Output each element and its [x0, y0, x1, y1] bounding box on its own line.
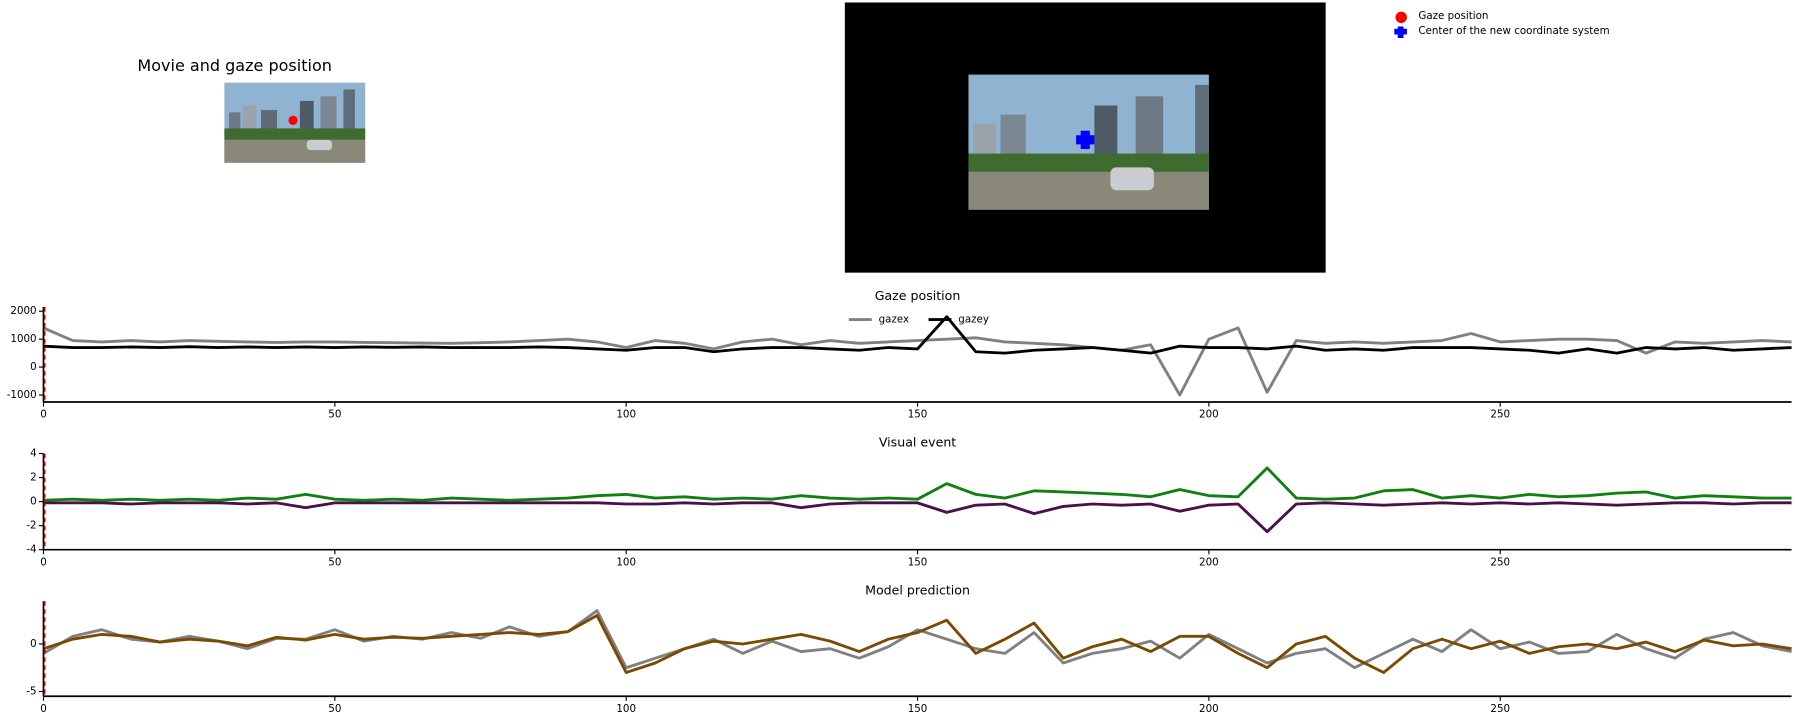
y-tick-label: 2 [30, 472, 37, 484]
y-tick-label: 0 [30, 638, 37, 650]
x-tick-label: 200 [1199, 703, 1219, 715]
series-line [43, 614, 1792, 674]
legend-label: gazey [958, 314, 989, 326]
x-tick-label: 150 [908, 409, 928, 421]
chart-title: Visual event [879, 435, 956, 450]
x-tick-label: 250 [1490, 409, 1510, 421]
legend-marker [1395, 11, 1407, 24]
y-tick-label: -2 [26, 520, 36, 532]
x-tick-label: 0 [40, 409, 47, 421]
x-tick-label: 100 [616, 556, 636, 568]
x-tick-label: 0 [40, 703, 47, 715]
x-tick-label: 50 [328, 703, 341, 715]
x-tick-label: 250 [1490, 703, 1510, 715]
series-line [43, 501, 1792, 534]
y-tick-label: 0 [30, 361, 37, 373]
y-tick-label: 2000 [10, 305, 36, 317]
x-tick-label: 50 [328, 409, 341, 421]
x-tick-label: 0 [40, 556, 47, 568]
chart-title: Gaze position [875, 288, 961, 303]
x-tick-label: 200 [1199, 409, 1219, 421]
x-tick-label: 50 [328, 556, 341, 568]
y-tick-label: -1000 [7, 389, 37, 401]
movie-thumbnail [224, 82, 366, 163]
movie-title: Movie and gaze position [137, 56, 331, 75]
movie-frame [844, 2, 1326, 273]
x-tick-label: 200 [1199, 556, 1219, 568]
legend-label: gazex [879, 314, 910, 326]
series-line [42, 609, 1792, 670]
legend-label: Gaze position [1418, 10, 1488, 22]
chart-title: Model prediction [865, 582, 970, 597]
y-tick-label: 1000 [10, 333, 36, 345]
series-line [43, 466, 1792, 502]
frame-legend: Gaze position Center of the new coordina… [1394, 10, 1610, 38]
y-tick-label: 4 [30, 448, 37, 460]
legend-label: Center of the new coordinate system [1418, 25, 1609, 37]
x-tick-label: 150 [908, 556, 928, 568]
y-tick-label: 0 [30, 496, 37, 508]
series-line [43, 315, 1792, 355]
legend-marker [1394, 26, 1407, 38]
x-tick-label: 100 [616, 703, 636, 715]
y-tick-label: -4 [26, 544, 36, 556]
y-tick-label: -5 [26, 685, 36, 697]
x-tick-label: 100 [616, 409, 636, 421]
x-tick-label: 150 [908, 703, 928, 715]
series-line [42, 326, 1792, 397]
x-tick-label: 250 [1490, 556, 1510, 568]
